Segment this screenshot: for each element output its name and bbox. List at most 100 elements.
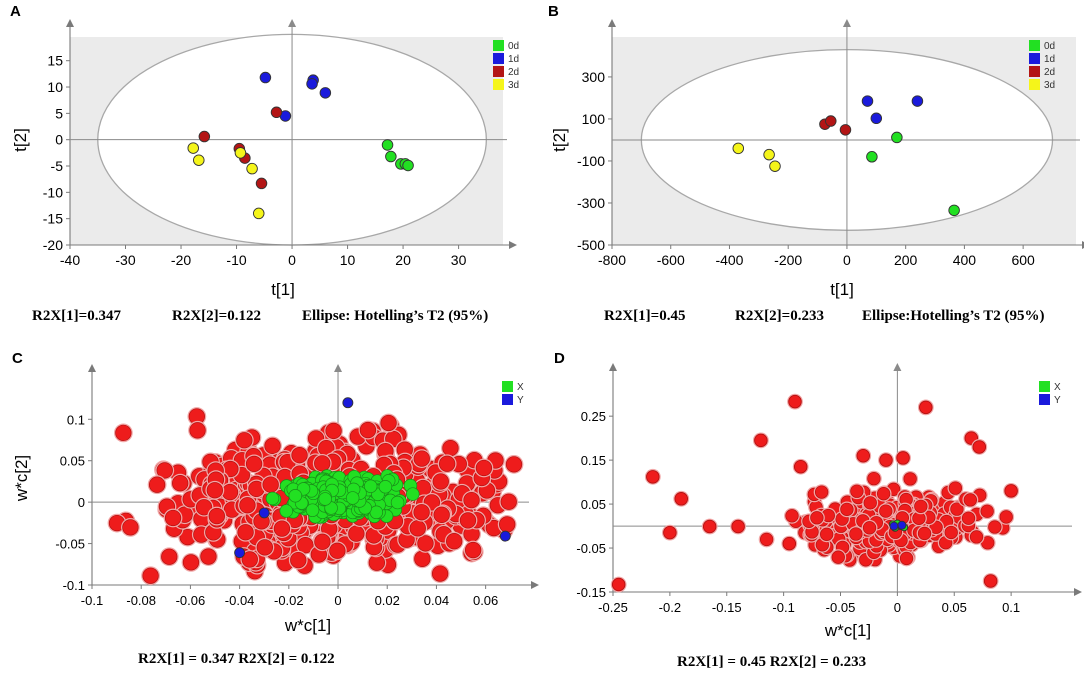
point-x-red [148, 476, 166, 493]
point-x-green [390, 495, 405, 510]
point-2d [198, 130, 211, 143]
point-x-red [413, 504, 430, 521]
point-x-red [122, 519, 139, 536]
point-x-red [182, 554, 200, 571]
x-tick-label: -40 [60, 252, 80, 268]
point-0d [381, 139, 394, 151]
x-tick-label: -0.25 [598, 600, 628, 615]
caption: R2X[1]=0.45 [604, 308, 685, 324]
x-axis-label: t[1] [271, 280, 295, 299]
axes [612, 371, 1074, 593]
x-tick-label: 400 [953, 252, 977, 268]
point-x-red [237, 524, 254, 541]
point-2d [825, 115, 837, 127]
y-tick-label: 5 [55, 105, 63, 121]
point-1d [861, 95, 874, 107]
point-x-red [239, 497, 256, 514]
axes [91, 372, 531, 586]
point-x-red [348, 525, 365, 542]
point-1d [911, 95, 924, 107]
point-x-red [446, 533, 463, 550]
x-axis-label: w*c[1] [824, 621, 871, 640]
x-tick-label: -30 [115, 252, 135, 268]
zero-line-arrow [893, 363, 902, 371]
point-x-red [759, 532, 774, 547]
point-y [499, 530, 511, 542]
panel-label: B [548, 3, 559, 20]
point-x-red [877, 487, 891, 501]
y-tick-label: -0.1 [63, 578, 85, 593]
y-tick-label: -300 [577, 195, 605, 211]
point-x-outliers [674, 492, 689, 506]
point-x-red [161, 548, 178, 565]
point-x-red [999, 510, 1013, 524]
point-x-red [432, 473, 449, 490]
x-tick-label: -0.1 [772, 600, 794, 615]
y-tick-label: 0 [55, 132, 63, 148]
point-x-red [820, 527, 834, 541]
point-x-red [380, 414, 397, 432]
legend-swatch [1029, 79, 1040, 90]
point-x-outliers [972, 440, 987, 454]
point-x-red [256, 539, 273, 556]
x-tick-label: -0.05 [826, 600, 856, 615]
y-tick-label: -0.15 [576, 585, 606, 600]
legend-label: 1d [1044, 54, 1055, 65]
points [187, 71, 414, 220]
panel-label: C [12, 350, 23, 367]
legend-label: 0d [508, 41, 519, 52]
point-2d [255, 177, 268, 190]
y-axis-label: t[2] [11, 128, 30, 152]
point-x-red [969, 530, 984, 544]
panel-c: 0.1 0.05 0 -0.05 -0.1-0.1 -0.08 -0.06 -0.04 -0.0… [12, 350, 539, 667]
x-tick-label: 0.1 [1002, 600, 1020, 615]
point-x-green [378, 479, 393, 494]
legend-swatch [1029, 53, 1040, 64]
point-0d [385, 150, 397, 163]
point-x-outliers [1004, 484, 1018, 498]
x-tick-label: -20 [171, 252, 191, 268]
point-x-red [988, 520, 1002, 534]
point-x-outliers [788, 394, 802, 409]
y-tick-label: -100 [577, 153, 605, 169]
point-x-green [345, 491, 360, 505]
y-tick-label: 0.1 [67, 412, 85, 427]
point-0d [891, 131, 903, 144]
points [732, 95, 960, 217]
y-tick-label: 15 [47, 53, 63, 69]
x-tick-label: -0.1 [81, 593, 103, 608]
point-x-red [862, 521, 877, 535]
x-tick-label: 0.04 [424, 593, 449, 608]
point-x-red [867, 471, 881, 486]
y-tick-label: -5 [51, 158, 64, 174]
point-x-outliers [879, 453, 893, 467]
point-x-outliers [983, 574, 998, 588]
legend-swatch [502, 394, 513, 405]
point-0d [402, 159, 414, 172]
point-x-red [262, 476, 279, 493]
point-x-green [265, 491, 280, 506]
legend-label: 2d [508, 67, 519, 78]
point-x-green [406, 487, 420, 501]
x-tick-label: 20 [395, 252, 411, 268]
legend-swatch [493, 66, 504, 77]
x-tick-label: 0 [843, 252, 851, 268]
point-1d [259, 71, 272, 84]
point-y [897, 520, 907, 530]
point-0d [948, 204, 960, 217]
point-x-red [438, 455, 456, 472]
x-tick-label: -0.04 [225, 593, 255, 608]
point-x-red [464, 541, 482, 559]
legend-label: X [1054, 382, 1061, 393]
point-x-red [290, 551, 307, 569]
point-x-red [206, 482, 223, 499]
x-tick-label: -0.15 [712, 600, 742, 615]
point-x-red [359, 421, 377, 439]
y-tick-label: 10 [47, 79, 63, 95]
point-x-red [850, 484, 864, 498]
x-axis-arrow [531, 581, 539, 589]
point-x-green [318, 492, 332, 506]
point-x-red [417, 535, 434, 552]
